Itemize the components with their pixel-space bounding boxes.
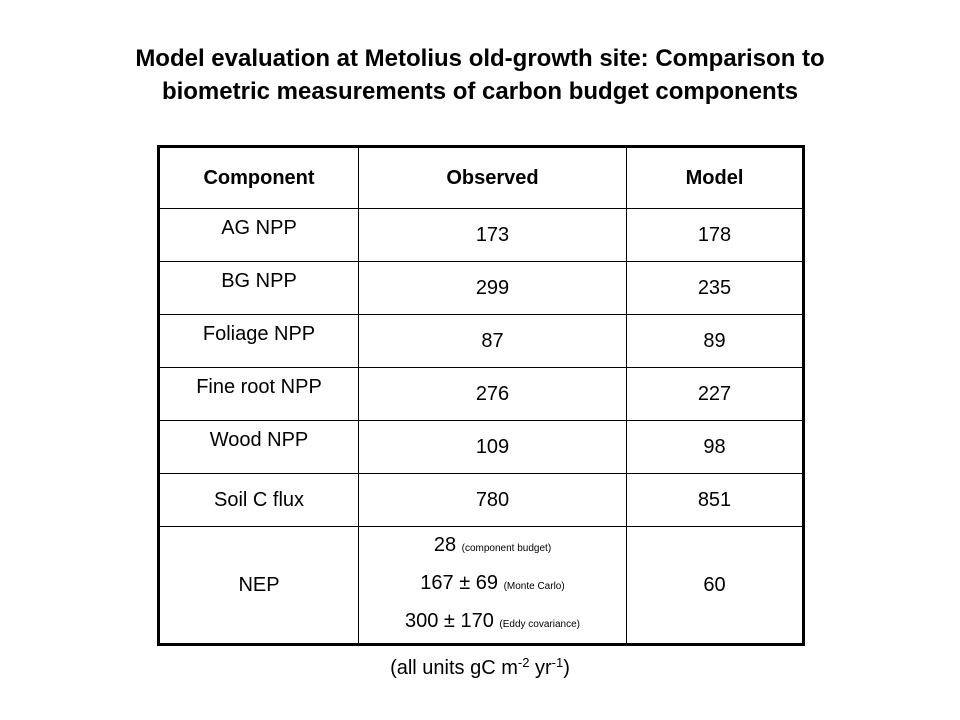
slide-title-line-2: biometric measurements of carbon budget …	[161, 78, 799, 105]
observed-cell: 276	[358, 367, 627, 421]
component-cell: BG NPP	[158, 261, 359, 315]
nep-note: (Eddy covariance)	[499, 619, 580, 630]
slide-title: Model evaluation at Metolius old-growth …	[0, 42, 960, 108]
component-cell: Fine root NPP	[158, 367, 359, 421]
model-cell: 89	[626, 314, 804, 368]
header-observed: Observed	[358, 146, 627, 209]
nep-value: 300 ± 170	[405, 610, 494, 632]
component-cell: NEP	[158, 526, 359, 645]
nep-observed-line: 28 (component budget)	[359, 528, 626, 566]
observed-cell: 780	[358, 473, 627, 527]
table-row: Foliage NPP 87 89	[158, 314, 804, 368]
header-component: Component	[158, 146, 359, 209]
nep-value: 28	[433, 534, 457, 556]
units-exponent-area: -2	[517, 655, 530, 670]
component-cell: AG NPP	[158, 208, 359, 262]
units-suffix: )	[563, 657, 570, 679]
component-cell: Foliage NPP	[158, 314, 359, 368]
table-row: Fine root NPP 276 227	[158, 367, 804, 421]
nep-observed-line: 300 ± 170 (Eddy covariance)	[359, 604, 626, 642]
table-row: Wood NPP 109 98	[158, 420, 804, 474]
units-middle: yr	[529, 657, 552, 679]
model-cell: 227	[626, 367, 804, 421]
table-row: BG NPP 299 235	[158, 261, 804, 315]
table-row: Soil C flux 780 851	[158, 473, 804, 527]
nep-note: (component budget)	[461, 543, 552, 554]
table-row-nep: NEP 28 (component budget) 167 ± 69 (Mont…	[158, 526, 804, 645]
observed-cell-nep: 28 (component budget) 167 ± 69 (Monte Ca…	[358, 526, 627, 645]
model-cell: 60	[626, 526, 804, 645]
observed-cell: 109	[358, 420, 627, 474]
units-exponent-time: -1	[551, 655, 564, 670]
model-cell: 178	[626, 208, 804, 262]
units-prefix: (all units gC m	[390, 657, 518, 679]
model-cell: 235	[626, 261, 804, 315]
model-cell: 98	[626, 420, 804, 474]
model-cell: 851	[626, 473, 804, 527]
observed-cell: 87	[358, 314, 627, 368]
nep-value: 167 ± 69	[420, 572, 498, 594]
observed-cell: 173	[358, 208, 627, 262]
units-note: (all units gC m-2 yr-1)	[0, 655, 960, 680]
component-cell: Soil C flux	[158, 473, 359, 527]
header-model: Model	[626, 146, 804, 209]
comparison-table: Component Observed Model AG NPP 173 178 …	[157, 145, 805, 646]
table-row: AG NPP 173 178	[158, 208, 804, 262]
nep-observed-line: 167 ± 69 (Monte Carlo)	[359, 566, 626, 604]
observed-cell: 299	[358, 261, 627, 315]
table-header-row: Component Observed Model	[158, 146, 804, 209]
slide-title-line-1: Model evaluation at Metolius old-growth …	[135, 45, 825, 72]
component-cell: Wood NPP	[158, 420, 359, 474]
nep-note: (Monte Carlo)	[503, 581, 565, 592]
